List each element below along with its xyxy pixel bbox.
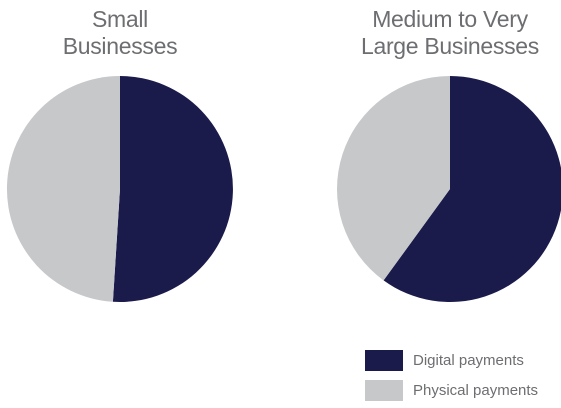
legend-swatch-digital <box>365 349 403 371</box>
legend-item-physical: Physical payments <box>365 378 538 402</box>
legend-item-digital: Digital payments <box>365 348 538 372</box>
legend-swatch-physical <box>365 379 403 401</box>
pie-slice-digital <box>383 76 561 302</box>
legend-label-physical: Physical payments <box>413 381 539 399</box>
legend-label-digital: Digital payments <box>413 351 524 369</box>
pie-slice-physical <box>6 75 120 302</box>
medium-large-businesses-title: Medium to Very Large Businesses <box>360 6 540 59</box>
pie-slice-physical <box>336 76 450 281</box>
pie-small-businesses <box>6 75 233 302</box>
pie-slice-digital <box>112 76 233 302</box>
legend: Digital payments Physical payments <box>365 348 538 408</box>
small-businesses-title: Small Businesses <box>62 6 178 59</box>
pie-medium-large-businesses <box>336 76 561 302</box>
